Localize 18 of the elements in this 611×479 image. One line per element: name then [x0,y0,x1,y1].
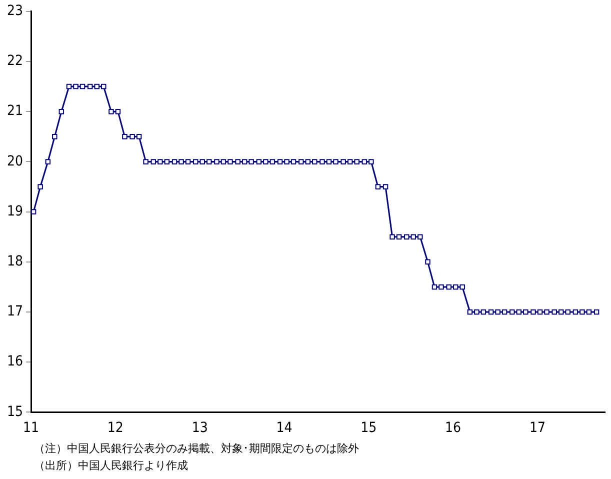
y-tick-label: 23 [6,3,24,20]
y-tick-label: 18 [6,254,24,270]
x-tick-label: 16 [445,420,462,436]
text: （出所）中国人民銀行より作成 [34,458,189,474]
text: （注）中国人民銀行公表分のみ掲載、対象･期間限定のものは除外 [34,441,360,457]
x-tick-label: 17 [529,420,546,436]
x-tick-label: 15 [360,420,377,436]
y-tick-label: 17 [6,304,24,320]
x-tick-label: 14 [276,420,292,436]
y-tick-label: 20 [6,153,24,170]
y-tick-label: 19 [6,203,24,220]
x-tick-label: 13 [192,420,208,436]
y-tick-label: 16 [6,354,24,370]
x-tick-label: 11 [23,420,40,436]
x-tick-label: 12 [107,420,124,436]
y-tick-label: 15 [6,404,24,420]
y-tick-label: 22 [6,53,24,70]
y-tick-label: 21 [6,103,24,120]
